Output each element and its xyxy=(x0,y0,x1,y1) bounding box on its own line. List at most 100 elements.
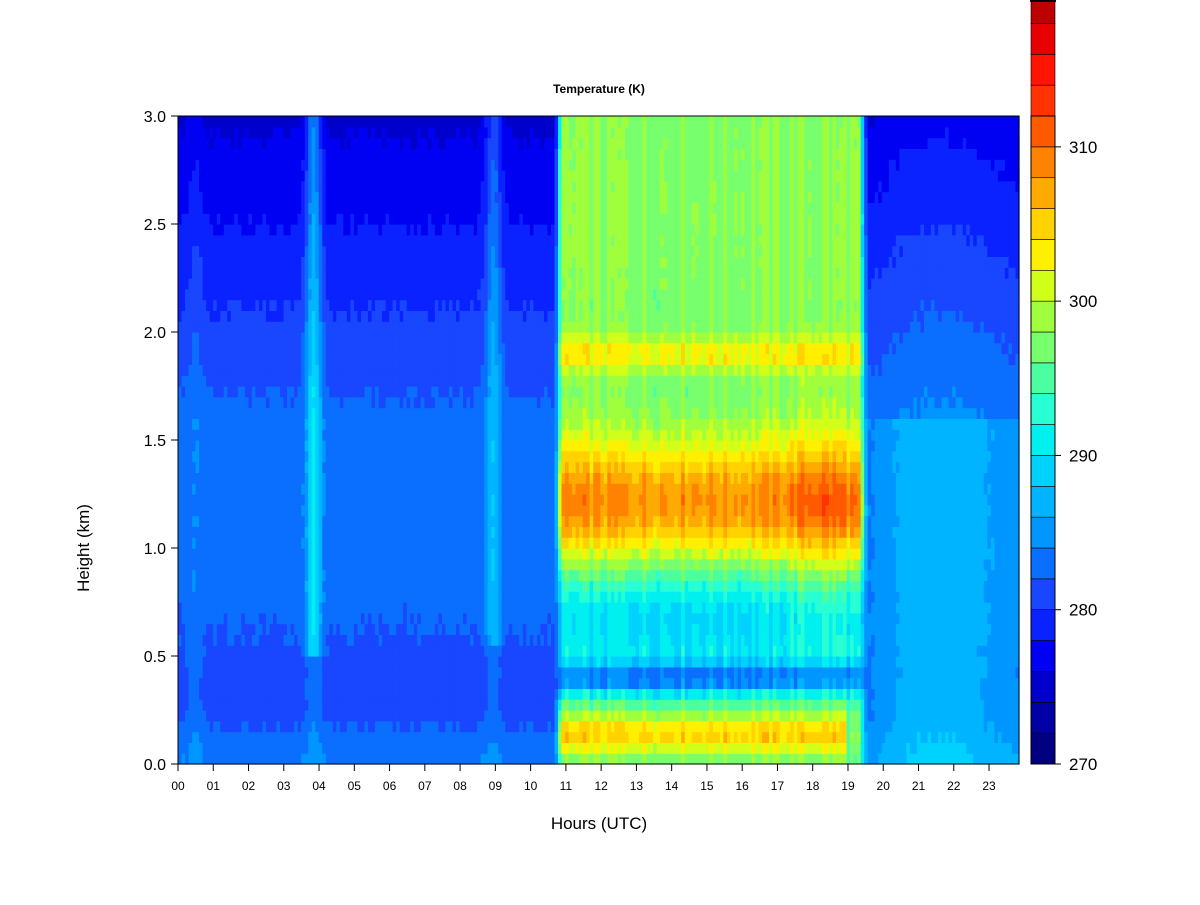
heatmap-cell xyxy=(241,116,246,128)
heatmap-cell xyxy=(368,483,373,495)
heatmap-cell xyxy=(234,677,239,689)
heatmap-cell xyxy=(227,202,232,214)
heatmap-cell xyxy=(431,288,436,301)
heatmap-cell xyxy=(353,224,359,236)
heatmap-cell xyxy=(311,580,316,592)
heatmap-cell xyxy=(297,407,302,419)
heatmap-cell xyxy=(427,342,432,355)
heatmap-cell xyxy=(466,666,471,679)
heatmap-cell xyxy=(273,116,278,128)
heatmap-cell xyxy=(389,504,394,517)
heatmap-cell xyxy=(262,623,267,635)
heatmap-cell xyxy=(315,364,320,376)
heatmap-cell xyxy=(420,472,425,484)
heatmap-cell xyxy=(276,504,281,517)
heatmap-cell xyxy=(353,720,359,733)
heatmap-cell xyxy=(455,494,461,506)
heatmap-cell xyxy=(339,364,344,376)
heatmap-cell xyxy=(431,461,436,473)
heatmap-cell xyxy=(188,569,193,581)
heatmap-cell xyxy=(304,396,309,409)
heatmap-cell xyxy=(199,299,204,311)
heatmap-cell xyxy=(417,418,422,430)
heatmap-cell xyxy=(258,332,264,344)
heatmap-cell xyxy=(385,418,390,430)
heatmap-cell xyxy=(223,515,228,527)
heatmap-cell xyxy=(237,267,242,279)
heatmap-cell xyxy=(192,342,197,355)
heatmap-cell xyxy=(455,224,461,236)
heatmap-cell xyxy=(216,278,221,290)
heatmap-cell xyxy=(420,720,425,733)
heatmap-cell xyxy=(308,126,313,139)
heatmap-cell xyxy=(265,224,271,236)
heatmap-cell xyxy=(297,548,302,560)
heatmap-cell xyxy=(248,558,253,571)
heatmap-cell xyxy=(382,396,387,409)
heatmap-cell xyxy=(308,548,313,560)
heatmap-cell xyxy=(216,267,221,279)
heatmap-cell xyxy=(308,234,313,247)
heatmap-cell xyxy=(265,321,271,333)
heatmap-cell xyxy=(315,602,320,614)
heatmap-cell xyxy=(178,245,183,257)
heatmap-cell xyxy=(248,440,253,452)
heatmap-cell xyxy=(192,332,197,344)
heatmap-cell xyxy=(265,245,271,257)
heatmap-cell xyxy=(448,666,454,679)
heatmap-cell xyxy=(276,591,281,603)
heatmap-cell xyxy=(216,688,221,700)
heatmap-cell xyxy=(441,645,447,657)
heatmap-cell xyxy=(202,526,207,538)
heatmap-cell xyxy=(265,310,271,322)
heatmap-cell xyxy=(230,548,235,560)
heatmap-cell xyxy=(273,180,278,193)
heatmap-cell xyxy=(332,364,337,376)
heatmap-cell xyxy=(459,386,464,398)
heatmap-cell xyxy=(350,742,355,754)
heatmap-cell xyxy=(378,753,383,765)
heatmap-cell xyxy=(213,170,218,182)
heatmap-cell xyxy=(223,699,228,711)
heatmap-cell xyxy=(185,321,190,333)
heatmap-cell xyxy=(375,116,380,128)
heatmap-cell xyxy=(311,148,316,160)
heatmap-cell xyxy=(332,137,337,149)
heatmap-cell xyxy=(329,429,334,441)
heatmap-cell xyxy=(448,353,454,365)
heatmap-cell xyxy=(455,353,461,365)
heatmap-cell xyxy=(304,148,309,160)
heatmap-cell xyxy=(290,569,295,581)
heatmap-cell xyxy=(346,364,352,376)
heatmap-cell xyxy=(301,515,306,527)
heatmap-cell xyxy=(385,720,390,733)
heatmap-cell xyxy=(434,742,439,754)
heatmap-cell xyxy=(304,720,309,733)
heatmap-cell xyxy=(276,321,281,333)
heatmap-cell xyxy=(424,256,429,268)
heatmap-cell xyxy=(406,753,411,765)
heatmap-cell xyxy=(294,159,299,171)
heatmap-cell xyxy=(470,720,475,733)
heatmap-cell xyxy=(332,688,337,700)
heatmap-cell xyxy=(396,278,401,290)
heatmap-cell xyxy=(452,342,457,355)
heatmap-cell xyxy=(311,364,316,376)
heatmap-cell xyxy=(262,591,267,603)
heatmap-cell xyxy=(230,688,235,700)
heatmap-cell xyxy=(192,137,197,149)
heatmap-cell xyxy=(304,234,309,247)
heatmap-cell xyxy=(360,386,366,398)
heatmap-cell xyxy=(216,224,221,236)
heatmap-cell xyxy=(420,386,425,398)
heatmap-cell xyxy=(420,137,425,149)
heatmap-cell xyxy=(227,666,232,679)
heatmap-cell xyxy=(181,256,186,268)
heatmap-cell xyxy=(438,418,443,430)
heatmap-cell xyxy=(392,267,397,279)
heatmap-cell xyxy=(339,720,344,733)
heatmap-cell xyxy=(322,332,327,344)
heatmap-cell xyxy=(378,170,383,182)
heatmap-cell xyxy=(459,634,464,646)
heatmap-cell xyxy=(237,407,242,419)
